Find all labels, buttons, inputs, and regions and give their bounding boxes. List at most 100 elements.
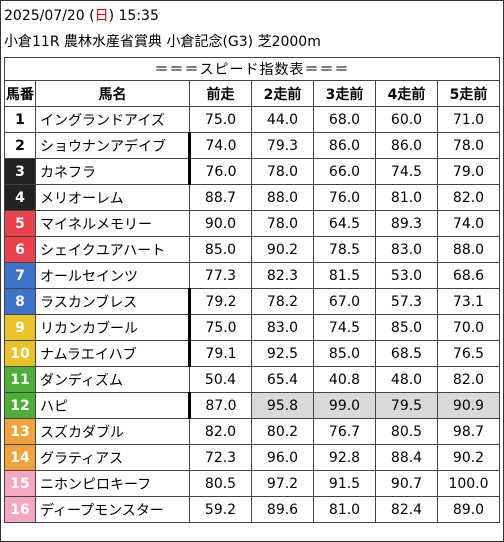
horse-name: ナムラエイハブ bbox=[35, 340, 191, 367]
speed-index-value: 89.6 bbox=[251, 496, 314, 523]
horse-number: 11 bbox=[4, 366, 36, 393]
speed-index-value: 68.6 bbox=[437, 262, 500, 289]
speed-index-value: 97.2 bbox=[251, 470, 314, 497]
speed-index-value: 82.0 bbox=[189, 418, 252, 445]
speed-index-value: 74.0 bbox=[437, 210, 500, 237]
table-row: 16 ディープモンスター 59.2 89.6 81.0 82.4 89.0 bbox=[4, 496, 500, 523]
table-title: ＝＝＝スピード指数表＝＝＝ bbox=[4, 57, 500, 81]
horse-name: ダンディズム bbox=[35, 366, 190, 393]
speed-index-value: 66.0 bbox=[313, 158, 376, 185]
horse-name: シェイクユアハート bbox=[35, 236, 190, 263]
speed-index-value: 79.0 bbox=[437, 158, 500, 185]
speed-index-value: 76.7 bbox=[313, 418, 376, 445]
speed-index-value: 74.5 bbox=[313, 314, 376, 341]
speed-index-value: 79.2 bbox=[189, 288, 252, 315]
col-horse-number: 馬番 bbox=[4, 80, 36, 107]
speed-index-value: 90.2 bbox=[251, 236, 314, 263]
horse-number: 7 bbox=[4, 262, 36, 289]
horse-number: 9 bbox=[4, 314, 36, 341]
horse-number: 12 bbox=[4, 392, 36, 419]
speed-index-value: 78.5 bbox=[313, 236, 376, 263]
table-row: 13 スズカダブル 82.0 80.2 76.7 80.5 98.7 bbox=[4, 418, 500, 445]
speed-index-value: 91.5 bbox=[313, 470, 376, 497]
speed-index-value: 65.4 bbox=[251, 366, 314, 393]
speed-index-value: 44.0 bbox=[251, 106, 314, 133]
speed-index-value: 71.0 bbox=[437, 106, 500, 133]
speed-index-value: 78.0 bbox=[251, 158, 314, 185]
speed-index-value: 98.7 bbox=[437, 418, 500, 445]
horse-name: ニホンピロキーフ bbox=[35, 470, 190, 497]
speed-index-value: 81.0 bbox=[313, 496, 376, 523]
horse-number: 13 bbox=[4, 418, 36, 445]
table-row: 4 メリオーレム 88.7 88.0 76.0 81.0 82.0 bbox=[4, 184, 500, 211]
table-row: 6 シェイクユアハート 85.0 90.2 78.5 83.0 88.0 bbox=[4, 236, 500, 263]
col-horse-name: 馬名 bbox=[35, 80, 190, 107]
speed-index-value: 90.0 bbox=[189, 210, 252, 237]
speed-index-value: 80.5 bbox=[189, 470, 252, 497]
speed-index-value: 57.3 bbox=[375, 288, 438, 315]
speed-index-value: 89.3 bbox=[375, 210, 438, 237]
speed-index-value: 88.0 bbox=[251, 184, 314, 211]
speed-index-value: 96.0 bbox=[251, 444, 314, 471]
horse-number: 3 bbox=[4, 158, 36, 185]
table-row: 10 ナムラエイハブ 79.1 92.5 85.0 68.5 76.5 bbox=[4, 340, 500, 367]
speed-index-value: 74.0 bbox=[189, 132, 252, 159]
speed-index-value: 73.1 bbox=[437, 288, 500, 315]
table-row: 5 マイネルメモリー 90.0 78.0 64.5 89.3 74.0 bbox=[4, 210, 500, 237]
table-row: 12 ハピ 87.0 95.8 99.0 79.5 90.9 bbox=[4, 392, 500, 419]
speed-index-value: 78.0 bbox=[437, 132, 500, 159]
speed-index-value: 80.2 bbox=[251, 418, 314, 445]
horse-name: メリオーレム bbox=[35, 184, 190, 211]
speed-index-value: 75.0 bbox=[189, 106, 252, 133]
horse-number: 15 bbox=[4, 470, 36, 497]
horse-number: 16 bbox=[4, 496, 36, 523]
speed-index-value: 60.0 bbox=[375, 106, 438, 133]
horse-name: ラスカンブレス bbox=[35, 288, 191, 315]
horse-name: ディープモンスター bbox=[35, 496, 190, 523]
table-row: 3 カネフラ 76.0 78.0 66.0 74.5 79.0 bbox=[4, 158, 500, 185]
table-row: 8 ラスカンブレス 79.2 78.2 67.0 57.3 73.1 bbox=[4, 288, 500, 315]
speed-index-value: 88.7 bbox=[189, 184, 252, 211]
col-3-races-ago: 3走前 bbox=[313, 80, 376, 107]
speed-index-value: 76.0 bbox=[189, 158, 252, 185]
speed-index-value: 82.0 bbox=[437, 184, 500, 211]
speed-index-value: 79.1 bbox=[189, 340, 252, 367]
speed-index-value: 79.5 bbox=[375, 392, 438, 419]
speed-index-value: 59.2 bbox=[189, 496, 252, 523]
race-info: 小倉11R 農林水産省賞典 小倉記念(G3) 芝2000m bbox=[4, 34, 321, 50]
horse-number: 10 bbox=[4, 340, 36, 367]
speed-index-value: 99.0 bbox=[313, 392, 376, 419]
horse-name: リカンカブール bbox=[35, 314, 191, 341]
col-4-races-ago: 4走前 bbox=[375, 80, 438, 107]
speed-index-value: 92.8 bbox=[313, 444, 376, 471]
speed-index-value: 53.0 bbox=[375, 262, 438, 289]
horse-name: マイネルメモリー bbox=[35, 210, 190, 237]
speed-index-value: 67.0 bbox=[313, 288, 376, 315]
table-row: 9 リカンカブール 75.0 83.0 74.5 85.0 70.0 bbox=[4, 314, 500, 341]
speed-index-value: 81.0 bbox=[375, 184, 438, 211]
speed-index-value: 85.0 bbox=[375, 314, 438, 341]
table-row: 11 ダンディズム 50.4 65.4 40.8 48.0 82.0 bbox=[4, 366, 500, 393]
horse-number: 14 bbox=[4, 444, 36, 471]
speed-index-value: 76.0 bbox=[313, 184, 376, 211]
horse-number: 2 bbox=[4, 132, 36, 159]
horse-number: 5 bbox=[4, 210, 36, 237]
horse-number: 6 bbox=[4, 236, 36, 263]
table-row: 7 オールセインツ 77.3 82.3 81.5 53.0 68.6 bbox=[4, 262, 500, 289]
speed-index-value: 76.5 bbox=[437, 340, 500, 367]
col-2-races-ago: 2走前 bbox=[251, 80, 314, 107]
speed-index-value: 92.5 bbox=[251, 340, 314, 367]
speed-index-value: 77.3 bbox=[189, 262, 252, 289]
speed-index-value: 86.0 bbox=[375, 132, 438, 159]
table-body: 1 イングランドアイズ 75.0 44.0 68.0 60.0 71.0 2 ショウナンアデイブ… bbox=[4, 106, 500, 523]
col-last-race: 前走 bbox=[189, 80, 252, 107]
weekday: 日 bbox=[94, 8, 109, 24]
speed-index-value: 74.5 bbox=[375, 158, 438, 185]
speed-index-value: 82.3 bbox=[251, 262, 314, 289]
horse-number: 1 bbox=[4, 106, 36, 133]
speed-index-value: 72.3 bbox=[189, 444, 252, 471]
column-header-row: 馬番 馬名 前走 2走前 3走前 4走前 5走前 bbox=[4, 80, 500, 107]
speed-index-value: 80.5 bbox=[375, 418, 438, 445]
horse-name: スズカダブル bbox=[35, 418, 190, 445]
speed-index-value: 78.2 bbox=[251, 288, 314, 315]
